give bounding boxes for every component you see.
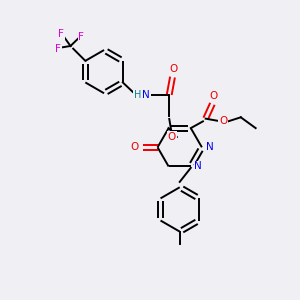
Text: O: O — [210, 91, 218, 101]
Text: N: N — [142, 90, 150, 100]
Text: O: O — [219, 116, 227, 126]
Text: O: O — [130, 142, 139, 152]
Text: O: O — [168, 132, 176, 142]
Text: F: F — [58, 29, 64, 39]
Text: F: F — [78, 32, 84, 41]
Text: N: N — [194, 161, 202, 172]
Text: O: O — [170, 64, 178, 74]
Text: N: N — [206, 142, 213, 152]
Text: F: F — [56, 44, 61, 54]
Text: H: H — [134, 90, 141, 100]
